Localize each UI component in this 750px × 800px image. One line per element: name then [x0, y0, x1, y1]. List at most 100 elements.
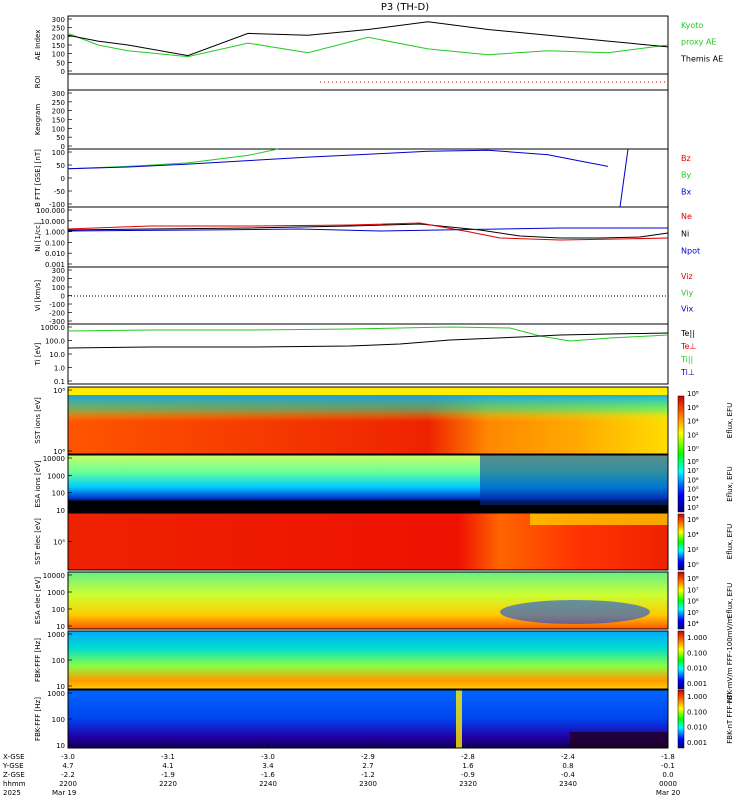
cbar-tick-fbk_e: 0.001: [687, 680, 707, 688]
xtick-Z-GSE: -1.9: [161, 771, 175, 779]
xtick-Y-GSE: 4.7: [62, 762, 73, 770]
cbar-tick-esa_e: 10⁸: [687, 575, 699, 583]
xtick-X-GSE: -3.1: [161, 753, 175, 761]
temp-traces: [67, 326, 669, 349]
ytick-vi: -300: [49, 318, 65, 326]
cbar-label-esa_i: Eflux, EFU: [726, 466, 734, 501]
cbar-tick-sst_i: 10²: [687, 431, 699, 439]
legend-ni: Ni: [681, 229, 689, 238]
xtick-Y-GSE: 1.6: [462, 762, 474, 770]
colorbars: [677, 395, 685, 749]
cbar-tick-sst_i: 10⁰: [687, 445, 699, 453]
ylabel-ti: Ti [eV]: [34, 342, 42, 366]
ytick-keogram: 200: [52, 108, 65, 116]
date-end: Mar 20: [656, 789, 680, 797]
ytick-vi: -100: [49, 301, 65, 309]
xtick-hhmm: 2320: [459, 780, 477, 788]
xtick-Z-GSE: 0.0: [662, 771, 673, 779]
legend-ae: Kyoto: [681, 21, 703, 30]
xtick-hhmm: 2200: [59, 780, 77, 788]
ytick-esa_e: 1000: [47, 589, 65, 597]
xaxis-row-label: X-GSE: [3, 753, 25, 761]
ytick-ti: 1000.0: [41, 324, 66, 332]
ytick-fbk_e: 10: [56, 683, 65, 691]
legend-ti: Ti||: [680, 355, 693, 364]
ytick-sst_i: 10⁶: [53, 448, 65, 456]
legend-bfield: By: [681, 171, 691, 180]
cbar-label-esa_e: Eflux, EFU: [726, 583, 734, 618]
ylabel-fbk_e: FBK-FFF [Hz]: [34, 638, 42, 682]
ytick-ae: 100: [52, 51, 65, 59]
ytick-keogram: 150: [52, 117, 65, 125]
legend-ti: Te||: [680, 329, 695, 338]
cbar-tick-sst_e: 10⁰: [687, 561, 699, 569]
ytick-ni: 10.000: [41, 218, 66, 226]
series-ae-kyoto-proxy-ae: [67, 32, 669, 58]
cbar-tick-esa_e: 10⁵: [687, 609, 699, 617]
ytick-bfield: -50: [54, 188, 65, 196]
xtick-X-GSE: -1.8: [661, 753, 675, 761]
cbar-tick-esa_e: 10⁶: [687, 598, 699, 606]
ylabel-ae: AE Index: [34, 30, 42, 61]
cbar-tick-fbk_e: 0.100: [687, 649, 707, 657]
xaxis-row-label: Z-GSE: [3, 771, 25, 779]
ytick-sst_i: 10⁸: [53, 387, 65, 395]
legend-ae: proxy AE: [681, 38, 716, 47]
series-bfield-by: [67, 148, 279, 170]
ylabel-fbk_b: FBK-FFF [Hz]: [34, 697, 42, 741]
xtick-Y-GSE: 3.4: [262, 762, 274, 770]
ytick-vi: 300: [52, 267, 65, 275]
ylabel-esa_e: ESA elec [eV]: [34, 577, 42, 624]
xtick-hhmm: 2240: [259, 780, 277, 788]
cbar-tick-esa_i: 10⁶: [687, 476, 699, 484]
ytick-ni: 0.100: [45, 239, 65, 247]
xtick-Z-GSE: -2.2: [61, 771, 75, 779]
ytick-keogram: 50: [56, 134, 65, 142]
xtick-hhmm: 2300: [359, 780, 377, 788]
ytick-keogram: 100: [52, 125, 65, 133]
cbar-tick-sst_e: 10⁴: [687, 531, 699, 539]
xtick-Y-GSE: 2.7: [362, 762, 373, 770]
date-start: Mar 19: [52, 789, 76, 797]
ytick-ae: 0: [61, 68, 65, 76]
cbar-tick-sst_e: 10⁶: [687, 516, 699, 524]
ytick-ti: 1.0: [54, 365, 65, 373]
xtick-X-GSE: -2.8: [461, 753, 475, 761]
xtick-X-GSE: -2.4: [561, 753, 575, 761]
xtick-Y-GSE: 0.8: [562, 762, 573, 770]
xtick-Z-GSE: -0.9: [461, 771, 475, 779]
ytick-vi: 100: [52, 284, 65, 292]
ytick-vi: -200: [49, 310, 65, 318]
xtick-Y-GSE: -0.1: [661, 762, 675, 770]
cbar-label-fbk_b: FBK-nT FFF-nT: [726, 694, 734, 744]
ylabel-vi: Vi [km/s]: [34, 280, 42, 311]
ytick-fbk_e: 1000: [47, 631, 65, 639]
cbar-label-fbk_e: FBK-mV/m FFF-100mV/m: [726, 616, 734, 703]
cbar-tick-sst_e: 10²: [687, 546, 699, 554]
ylabel-bfield: B FTT [GSE] [nT]: [34, 149, 42, 207]
ytick-bfield: 50: [56, 162, 65, 170]
cbar-tick-esa_i: 10⁵: [687, 486, 699, 494]
xaxis-row-label: Y-GSE: [2, 762, 24, 770]
ytick-ae: 250: [52, 25, 65, 33]
cbar-tick-esa_e: 10⁷: [687, 586, 699, 594]
ytick-esa_e: 10000: [43, 572, 65, 580]
ytick-keogram: 0: [61, 143, 65, 151]
xtick-hhmm: 2340: [559, 780, 577, 788]
xtick-Z-GSE: -1.2: [361, 771, 375, 779]
ytick-fbk_b: 10: [56, 742, 65, 750]
cbar-tick-fbk_b: 1.000: [687, 693, 707, 701]
series-ae-themis-ae: [67, 21, 669, 57]
legend-vi: Viy: [681, 288, 694, 297]
ytick-esa_i: 100: [52, 490, 65, 498]
ytick-ti: 0.1: [54, 378, 65, 386]
legend-ae: Themis AE: [680, 54, 723, 63]
legend-vi: Vix: [681, 305, 694, 314]
cbar-tick-sst_i: 10⁴: [687, 418, 699, 426]
cbar-tick-fbk_e: 0.010: [687, 665, 707, 673]
legend-ti: Te⊥: [680, 342, 696, 351]
xtick-Y-GSE: 4.1: [162, 762, 173, 770]
ytick-ae: 50: [56, 59, 65, 67]
ytick-keogram: 300: [52, 90, 65, 98]
cbar-tick-esa_i: 10⁸: [687, 458, 699, 466]
